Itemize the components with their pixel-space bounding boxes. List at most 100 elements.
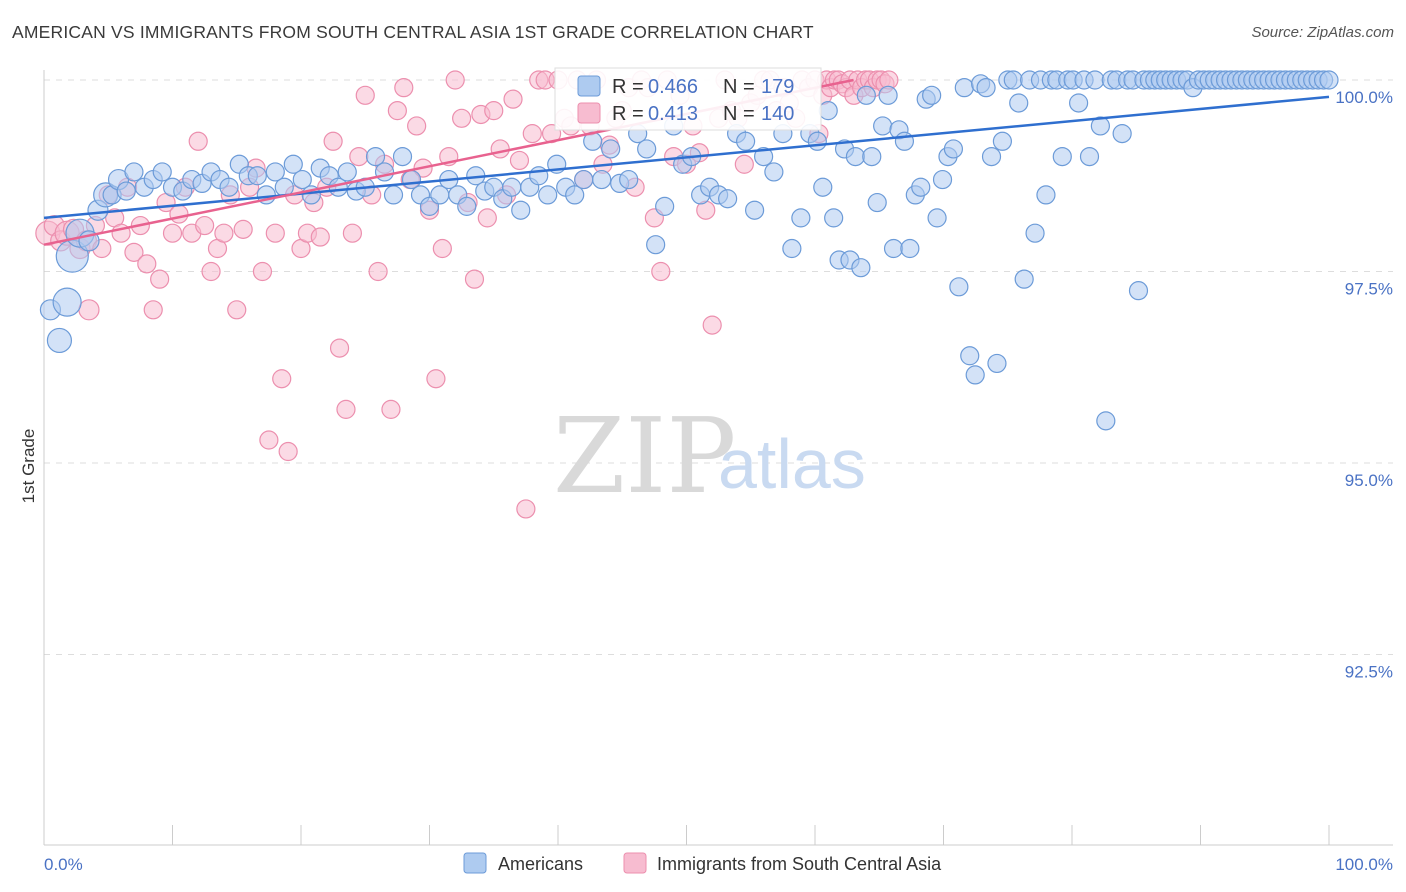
americans-point-21 bbox=[219, 177, 239, 197]
immigrants-point-21 bbox=[169, 204, 189, 224]
immigrants-point-20 bbox=[162, 223, 183, 243]
immigrants-point-16 bbox=[137, 254, 157, 274]
y-tick-label-3: 92.5% bbox=[1345, 663, 1393, 682]
immigrants-point-31 bbox=[233, 219, 253, 239]
americans-point-112 bbox=[949, 277, 969, 297]
americans-point-28 bbox=[283, 154, 303, 174]
americans-point-99 bbox=[878, 85, 898, 105]
legend: Americans Immigrants from South Central … bbox=[463, 852, 942, 874]
immigrants-point-109 bbox=[734, 154, 754, 174]
americans-point-111 bbox=[943, 139, 964, 159]
americans-point-126 bbox=[1025, 223, 1045, 243]
immigrants-point-52 bbox=[368, 261, 388, 282]
chart-title: AMERICAN VS IMMIGRANTS FROM SOUTH CENTRA… bbox=[12, 22, 814, 42]
americans-point-94 bbox=[851, 258, 871, 278]
americans-point-108 bbox=[927, 208, 947, 228]
legend-swatch-immigrants bbox=[623, 852, 647, 874]
immigrants-point-67 bbox=[464, 269, 485, 289]
americans-point-105 bbox=[911, 177, 931, 197]
americans-point-118 bbox=[981, 147, 1002, 167]
americans-point-113 bbox=[954, 78, 974, 98]
immigrants-point-38 bbox=[278, 441, 298, 462]
americans-point-142 bbox=[1112, 124, 1132, 144]
americans-point-139 bbox=[1096, 411, 1116, 431]
stats-n-label-immigrants: N = bbox=[723, 103, 755, 125]
legend-label-americans: Americans bbox=[498, 854, 583, 874]
immigrants-point-28 bbox=[214, 223, 234, 243]
americans-point-134 bbox=[1069, 93, 1089, 113]
americans-point-10 bbox=[116, 181, 136, 201]
americans-point-120 bbox=[992, 131, 1013, 151]
immigrants-point-46 bbox=[329, 338, 350, 358]
americans-point-24 bbox=[247, 166, 267, 186]
americans-point-56 bbox=[538, 185, 558, 205]
immigrants-point-55 bbox=[387, 101, 407, 121]
americans-point-11 bbox=[124, 162, 144, 182]
americans-point-84 bbox=[791, 208, 811, 228]
immigrants-point-104 bbox=[702, 315, 722, 335]
americans-point-97 bbox=[867, 192, 887, 213]
y-tick-labels: 100.0% 97.5% 95.0% 92.5% bbox=[1335, 88, 1393, 682]
americans-point-80 bbox=[753, 147, 774, 167]
trend-line-americans bbox=[43, 95, 1330, 220]
americans-point-37 bbox=[365, 147, 386, 167]
americans-point-78 bbox=[736, 131, 756, 151]
stats-box: R = 0.466 N = 179 R = 0.413 N = 140 bbox=[554, 67, 822, 131]
immigrants-point-62 bbox=[432, 238, 452, 259]
stats-swatch-americans bbox=[577, 75, 601, 97]
americans-point-76 bbox=[718, 189, 738, 209]
americans-point-39 bbox=[383, 185, 404, 205]
stats-r-label-immigrants: R = bbox=[612, 103, 644, 125]
americans-point-123 bbox=[1009, 93, 1029, 113]
stats-n-value-immigrants: 140 bbox=[761, 103, 794, 125]
americans-point-86 bbox=[807, 131, 827, 151]
americans-point-128 bbox=[1036, 185, 1056, 205]
americans-point-83 bbox=[782, 238, 802, 259]
watermark-atlas: atlas bbox=[718, 425, 866, 503]
americans-point-88 bbox=[818, 101, 838, 121]
americans-point-14 bbox=[152, 162, 172, 182]
immigrants-point-49 bbox=[349, 147, 369, 167]
immigrants-point-47 bbox=[336, 399, 356, 419]
americans-point-98 bbox=[873, 116, 893, 136]
americans-point-52 bbox=[502, 177, 522, 197]
immigrants-point-45 bbox=[323, 131, 343, 151]
americans-point-68 bbox=[646, 235, 666, 255]
americans-point-2 bbox=[52, 287, 82, 317]
americans-point-119 bbox=[987, 353, 1007, 374]
americans-point-1 bbox=[46, 327, 73, 354]
americans-point-93 bbox=[845, 147, 866, 167]
americans-point-114 bbox=[960, 346, 980, 366]
americans-point-26 bbox=[265, 162, 285, 182]
americans-point-136 bbox=[1079, 147, 1100, 167]
stats-swatch-immigrants bbox=[577, 102, 601, 124]
americans-point-115 bbox=[965, 365, 985, 385]
immigrants-point-58 bbox=[407, 116, 427, 136]
stats-r-label-americans: R = bbox=[612, 76, 644, 98]
americans-point-122 bbox=[1003, 70, 1023, 90]
americans-point-103 bbox=[900, 238, 920, 259]
stats-r-value-americans: 0.466 bbox=[648, 76, 698, 98]
americans-point-102 bbox=[894, 131, 915, 151]
immigrants-point-74 bbox=[509, 150, 530, 171]
x-tick-label-max: 100.0% bbox=[1335, 855, 1393, 874]
watermark: ZIP atlas bbox=[553, 395, 866, 517]
stats-n-label-americans: N = bbox=[723, 76, 755, 98]
immigrants-point-43 bbox=[310, 227, 330, 247]
immigrants-point-35 bbox=[259, 430, 279, 450]
americans-point-109 bbox=[932, 169, 953, 190]
immigrants-point-69 bbox=[477, 208, 497, 228]
immigrants-point-75 bbox=[516, 499, 536, 519]
y-axis-title: 1st Grade bbox=[19, 429, 38, 504]
immigrants-point-34 bbox=[252, 261, 273, 282]
stats-r-value-immigrants: 0.413 bbox=[648, 103, 698, 125]
americans-point-137 bbox=[1085, 70, 1105, 90]
legend-swatch-americans bbox=[463, 852, 487, 874]
americans-point-131 bbox=[1052, 147, 1072, 167]
americans-point-79 bbox=[745, 200, 765, 220]
immigrants-point-37 bbox=[272, 369, 292, 389]
immigrants-point-17 bbox=[143, 300, 163, 320]
x-ticks bbox=[43, 825, 1330, 845]
stats-n-value-americans: 179 bbox=[761, 76, 794, 98]
